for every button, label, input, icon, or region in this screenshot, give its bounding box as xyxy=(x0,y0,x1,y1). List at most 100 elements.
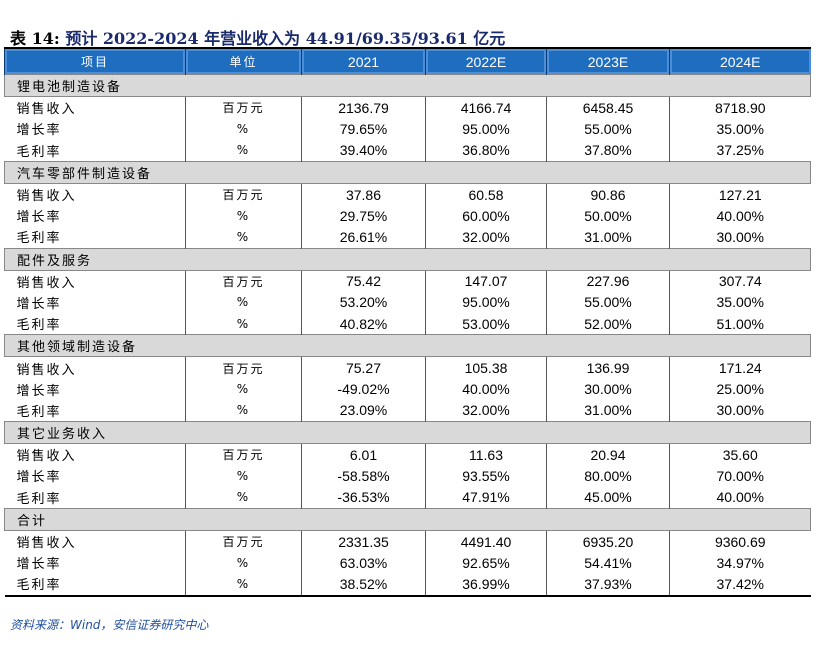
unit-cell: % xyxy=(185,399,302,422)
table-row: 销售收入 百万元 75.42 147.07 227.96 307.74 xyxy=(5,270,811,292)
value-cell: 30.00% xyxy=(669,399,811,422)
source-note: 资料来源：Wind，安信证券研究中心 xyxy=(10,618,209,632)
unit-cell: 百万元 xyxy=(185,530,302,553)
section-empty-cell xyxy=(185,334,302,358)
table-row: 销售收入 百万元 75.27 105.38 136.99 171.24 xyxy=(5,356,811,379)
section-empty-cell xyxy=(425,160,547,184)
section-empty-cell xyxy=(546,507,670,531)
value-cell: 37.86 xyxy=(301,183,426,206)
row-label: 销售收入 xyxy=(16,536,77,552)
unit-cell: 百万元 xyxy=(185,96,302,119)
value-cell: 54.41% xyxy=(546,552,670,574)
section-empty-cell xyxy=(425,73,547,98)
value-cell: 171.24 xyxy=(669,356,811,379)
section-label: 其他领域制造设备 xyxy=(4,334,186,358)
column-header: 2023E xyxy=(546,48,670,75)
value-cell: 40.00% xyxy=(669,205,811,227)
header-row: 项目 单位 2021 2022E 2023E 2024E xyxy=(4,48,811,75)
unit-cell: % xyxy=(185,118,302,140)
value-cell: 93.55% xyxy=(425,465,547,487)
value-cell: 35.00% xyxy=(669,291,811,314)
section-empty-cell xyxy=(301,247,426,271)
value-cell: 55.00% xyxy=(546,291,670,314)
value-cell: 92.65% xyxy=(425,552,547,574)
value-cell: 40.00% xyxy=(425,378,547,400)
value-cell: 60.58 xyxy=(425,183,547,206)
row-label: 毛利率 xyxy=(16,144,62,160)
row-label: 销售收入 xyxy=(16,449,77,465)
unit-cell: 百万元 xyxy=(185,356,302,379)
value-cell: 45.00% xyxy=(546,486,670,509)
column-header: 项目 xyxy=(4,48,186,75)
column-header: 2024E xyxy=(669,48,811,75)
section-empty-cell xyxy=(425,247,547,271)
value-cell: 136.99 xyxy=(546,356,670,379)
row-label: 毛利率 xyxy=(16,404,62,420)
unit-cell: % xyxy=(185,378,302,400)
value-cell: 53.00% xyxy=(425,313,547,335)
section-label: 合计 xyxy=(4,507,186,531)
value-cell: 29.75% xyxy=(301,205,426,227)
section-row: 其他领域制造设备 xyxy=(4,334,811,358)
section-empty-cell xyxy=(301,334,426,358)
row-label: 增长率 xyxy=(16,210,62,226)
value-cell: 79.65% xyxy=(301,118,426,140)
unit-cell: % xyxy=(185,486,302,509)
value-cell: 30.00% xyxy=(546,378,670,400)
table-row: 毛利率% 39.40% 36.80% 37.80% 37.25% xyxy=(5,139,811,162)
value-cell: 39.40% xyxy=(301,139,426,162)
section-empty-cell xyxy=(185,73,302,98)
value-cell: 34.97% xyxy=(669,552,811,574)
section-empty-cell xyxy=(185,507,302,531)
table-row: 增长率% 63.03% 92.65% 54.41% 34.97% xyxy=(5,552,811,574)
value-cell: 47.91% xyxy=(425,486,547,509)
table-row: 毛利率% 38.52% 36.99% 37.93% 37.42% xyxy=(5,573,811,596)
value-cell: 6458.45 xyxy=(546,96,670,119)
table-number: 表 14: xyxy=(10,29,60,48)
section-row: 其它业务收入 xyxy=(4,420,811,445)
revenue-forecast-table: 项目 单位 2021 2022E 2023E 2024E 锂电池制造设备 销售收入 百万元 213… xyxy=(4,47,811,597)
value-cell: 37.25% xyxy=(669,139,811,162)
row-label: 销售收入 xyxy=(16,189,77,205)
section-empty-cell xyxy=(301,507,426,531)
row-label: 增长率 xyxy=(16,383,62,399)
section-row: 合计 xyxy=(4,507,811,531)
section-row: 锂电池制造设备 xyxy=(4,73,811,98)
value-cell: 4166.74 xyxy=(425,96,547,119)
value-cell: 55.00% xyxy=(546,118,670,140)
value-cell: 50.00% xyxy=(546,205,670,227)
value-cell: 25.00% xyxy=(669,378,811,400)
section-empty-cell xyxy=(546,160,670,184)
row-label: 增长率 xyxy=(16,123,62,139)
unit-cell: % xyxy=(185,205,302,227)
value-cell: 40.82% xyxy=(301,313,426,335)
row-label: 销售收入 xyxy=(16,275,77,291)
value-cell: 11.63 xyxy=(425,443,547,466)
section-label: 锂电池制造设备 xyxy=(4,73,186,98)
row-label: 增长率 xyxy=(16,557,62,573)
section-empty-cell xyxy=(546,420,670,445)
value-cell: 32.00% xyxy=(425,226,547,248)
value-cell: 4491.40 xyxy=(425,530,547,553)
row-label: 毛利率 xyxy=(16,318,62,334)
section-empty-cell xyxy=(185,247,302,271)
table-row: 毛利率% 26.61% 32.00% 31.00% 30.00% xyxy=(5,226,811,248)
section-empty-cell xyxy=(669,334,811,358)
value-cell: 31.00% xyxy=(546,226,670,248)
value-cell: 36.80% xyxy=(425,139,547,162)
value-cell: 52.00% xyxy=(546,313,670,335)
unit-cell: % xyxy=(185,139,302,162)
column-header: 2022E xyxy=(425,48,547,75)
value-cell: 36.99% xyxy=(425,573,547,596)
section-empty-cell xyxy=(425,334,547,358)
value-cell: 37.80% xyxy=(546,139,670,162)
section-label: 其它业务收入 xyxy=(4,420,186,445)
table-row: 销售收入 百万元 37.86 60.58 90.86 127.21 xyxy=(5,183,811,206)
value-cell: 53.20% xyxy=(301,291,426,314)
value-cell: 2331.35 xyxy=(301,530,426,553)
table-row: 毛利率% 40.82% 53.00% 52.00% 51.00% xyxy=(5,313,811,335)
table-row: 销售收入 百万元 2136.79 4166.74 6458.45 8718.90 xyxy=(5,96,811,119)
unit-cell: % xyxy=(185,313,302,335)
value-cell: 6935.20 xyxy=(546,530,670,553)
value-cell: 70.00% xyxy=(669,465,811,487)
